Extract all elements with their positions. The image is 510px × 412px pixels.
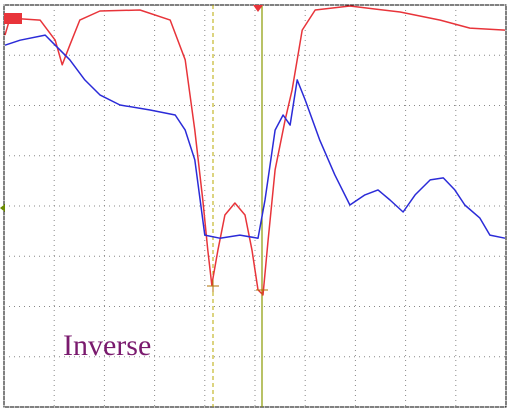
trigger-position [253, 5, 263, 12]
trace [4, 5, 506, 296]
cursor-marker [207, 280, 268, 296]
grid [3, 4, 507, 408]
trace [4, 34, 506, 239]
annotation: Inverse [63, 329, 151, 362]
ground-marker [0, 204, 5, 212]
traces [4, 5, 506, 296]
trigger-marker [4, 13, 22, 24]
